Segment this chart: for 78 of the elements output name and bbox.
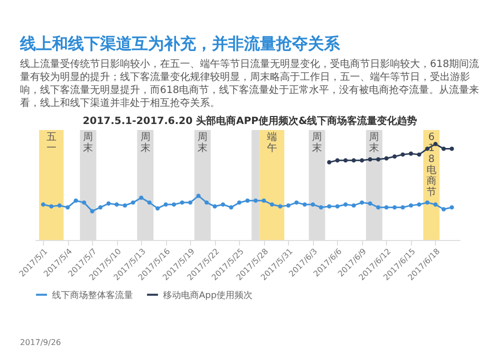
point — [130, 200, 136, 205]
point — [335, 204, 340, 209]
band-label: 周末 — [140, 132, 150, 154]
point — [212, 204, 217, 209]
point — [278, 204, 282, 209]
point — [408, 203, 414, 208]
point — [98, 205, 103, 210]
point — [90, 209, 94, 214]
point — [327, 204, 332, 209]
point — [172, 202, 176, 207]
point — [433, 202, 438, 207]
legend-label: 线下商场整体客流量 — [52, 290, 133, 301]
point — [237, 200, 242, 205]
point — [400, 152, 405, 157]
point — [147, 200, 152, 205]
band-label: 周末 — [83, 132, 94, 154]
point — [417, 152, 422, 157]
band-label: 端午 — [267, 131, 278, 154]
band-label: 周末 — [312, 132, 322, 154]
chart-subtitle: 线上流量受传统节日影响较小，在五一、端午等节日流量无明显变化，受电商节日影响较大，618期间流量有较为明显的提升；线下客流量变化规律较明显，周末略高于工作日，五一、端午等节日，受出游影响，线下客流量无明显提升，而618电商节，线下客流量处于正常水平，没有被电商抢夺流量。从流量来看，线上和线下渠道并非处于相互抢夺关系。 — [20, 58, 480, 110]
point — [368, 201, 372, 206]
point — [155, 206, 160, 210]
point — [49, 204, 54, 209]
point — [408, 151, 414, 156]
point — [417, 202, 422, 207]
point — [57, 203, 62, 208]
point — [335, 158, 340, 162]
point — [82, 200, 86, 205]
point — [41, 202, 46, 207]
point — [106, 201, 111, 206]
point — [450, 205, 454, 210]
point — [310, 202, 316, 207]
point — [327, 160, 332, 164]
point — [164, 202, 168, 207]
point — [286, 203, 290, 208]
band-label: 五一 — [46, 132, 56, 154]
point — [442, 207, 446, 212]
point — [360, 158, 364, 162]
point — [392, 205, 397, 210]
point — [376, 157, 380, 162]
point — [204, 200, 209, 205]
point — [368, 157, 372, 162]
band-label: 周末 — [198, 132, 208, 154]
point — [450, 146, 454, 151]
legend-label: 移动电商App使用频次 — [163, 290, 253, 301]
point — [66, 205, 70, 210]
text: 2017.5.1-2017.6.20 头部电商APP使用频次&线下商场客流量变化趋势 — [82, 114, 418, 128]
point — [352, 203, 356, 208]
point — [74, 198, 78, 203]
point — [262, 198, 266, 203]
point — [318, 205, 324, 210]
point — [384, 156, 389, 161]
chart-title: 线上和线下渠道互为补充，并非流量抢夺关系 — [20, 34, 340, 55]
text: 2017/9/26 — [20, 338, 62, 347]
point — [302, 202, 307, 207]
band-label: 周末 — [369, 132, 380, 154]
point — [352, 158, 356, 162]
point — [343, 158, 348, 162]
point — [188, 200, 192, 205]
point — [376, 205, 380, 210]
point — [294, 200, 299, 205]
point — [425, 200, 430, 205]
point — [245, 198, 250, 203]
point — [442, 146, 446, 151]
point — [384, 205, 389, 210]
point — [254, 198, 258, 203]
point — [400, 205, 405, 210]
point — [229, 205, 234, 210]
point — [139, 196, 144, 200]
point — [392, 154, 397, 159]
point — [114, 202, 119, 207]
point — [270, 202, 274, 207]
point — [360, 200, 364, 205]
point — [220, 202, 226, 207]
point — [343, 202, 348, 207]
point — [196, 194, 201, 198]
point — [122, 203, 128, 208]
point — [180, 200, 184, 205]
